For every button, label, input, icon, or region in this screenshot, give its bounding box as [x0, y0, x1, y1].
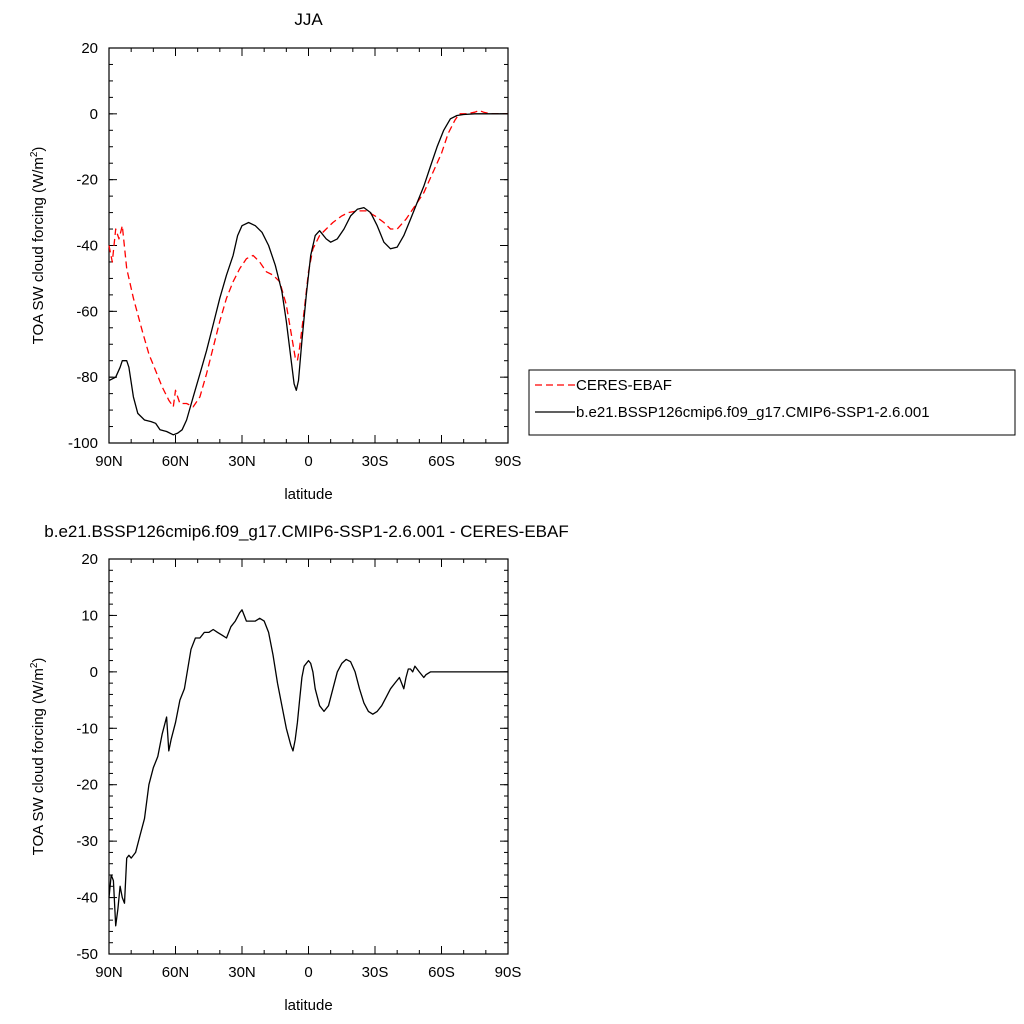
y-tick-label: -10	[76, 720, 98, 737]
y-tick-label: -60	[76, 303, 98, 320]
x-tick-label: 90S	[495, 453, 522, 470]
legend-label-ceres: CERES-EBAF	[576, 377, 672, 394]
x-tick-label: 0	[304, 453, 312, 470]
y-tick-label: -20	[76, 777, 98, 794]
y-tick-label: -20	[76, 172, 98, 189]
series-line	[108, 609, 508, 927]
y-tick-label: -40	[76, 238, 98, 255]
plot-frame	[108, 558, 509, 955]
y-tick-label: 0	[90, 664, 98, 681]
y-axis-label: TOA SW cloud forcing (W/m2)	[29, 658, 47, 856]
x-tick-label: 60S	[428, 964, 455, 981]
x-tick-label: 30N	[228, 453, 256, 470]
x-tick-labels: 90N 60N 30N 0 30S 60S 90S	[95, 964, 521, 981]
x-tick-label: 90S	[495, 964, 522, 981]
x-tick-label: 30N	[228, 964, 256, 981]
axis-ticks	[108, 47, 509, 444]
series-layer	[108, 609, 508, 927]
y-tick-label: -30	[76, 833, 98, 850]
y-tick-label: -80	[76, 369, 98, 386]
plot-difference: b.e21.BSSP126cmip6.f09_g17.CMIP6-SSP1-2.…	[29, 522, 569, 1014]
x-tick-label: 90N	[95, 453, 123, 470]
y-tick-label: -100	[68, 435, 98, 452]
y-tick-label: 10	[81, 607, 98, 624]
legend: CERES-EBAF b.e21.BSSP126cmip6.f09_g17.CM…	[528, 369, 1016, 436]
x-tick-label: 30S	[362, 964, 389, 981]
x-tick-label: 60S	[428, 453, 455, 470]
legend-label-model: b.e21.BSSP126cmip6.f09_g17.CMIP6-SSP1-2.…	[576, 404, 930, 421]
series-line	[108, 113, 508, 436]
x-tick-label: 60N	[162, 964, 190, 981]
y-tick-labels: 20 10 0 -10 -20 -30 -40 -50	[76, 551, 98, 963]
y-tick-label: -40	[76, 890, 98, 907]
chart-title: JJA	[294, 10, 323, 29]
y-tick-label: 20	[81, 40, 98, 57]
y-tick-label: -50	[76, 946, 98, 963]
series-line	[108, 109, 508, 408]
x-axis-label: latitude	[284, 997, 332, 1014]
axis-ticks	[108, 558, 509, 955]
x-tick-labels: 90N 60N 30N 0 30S 60S 90S	[95, 453, 521, 470]
y-axis-label: TOA SW cloud forcing (W/m2)	[29, 147, 47, 345]
y-tick-label: 0	[90, 106, 98, 123]
legend-box	[528, 369, 1016, 436]
chart-title: b.e21.BSSP126cmip6.f09_g17.CMIP6-SSP1-2.…	[44, 522, 568, 541]
y-tick-label: 20	[81, 551, 98, 568]
plot-jja: JJA 90N 60N 30N 0 30S 60S 90S 20 0 -20 -40 -60 -80 -…	[29, 10, 1016, 503]
series-layer	[108, 109, 508, 436]
x-axis-label: latitude	[284, 486, 332, 503]
x-tick-label: 90N	[95, 964, 123, 981]
x-tick-label: 30S	[362, 453, 389, 470]
y-tick-labels: 20 0 -20 -40 -60 -80 -100	[68, 40, 98, 452]
x-tick-label: 60N	[162, 453, 190, 470]
plot-frame	[108, 47, 509, 444]
x-tick-label: 0	[304, 964, 312, 981]
